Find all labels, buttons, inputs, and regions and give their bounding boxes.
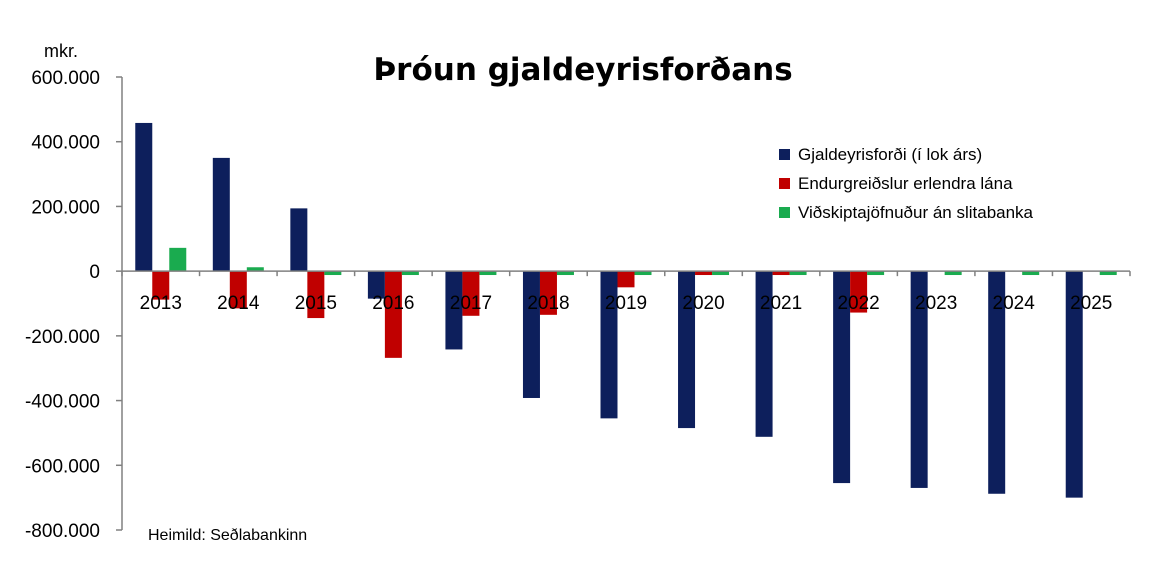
bar-series-3-2022: [867, 271, 885, 276]
x-axis-ticks: 2013 2014 2015 2016 2017 2018 2019 2020 2021 2022…: [121, 271, 1131, 314]
bar-series-3-2018: [556, 271, 574, 276]
bar-series-2-2022: [850, 271, 868, 313]
x-tick-label: 2018: [527, 293, 569, 314]
x-tick-label: 2021: [760, 293, 802, 314]
bar-series-1-2020: [678, 271, 696, 429]
y-tick-label: 200.000: [31, 197, 100, 218]
y-axis-unit: mkr.: [44, 41, 78, 61]
legend-label-1: Gjaldeyrisforði (í lok árs): [798, 145, 982, 164]
x-tick-label: 2016: [372, 293, 414, 314]
x-tick-label: 2023: [915, 293, 957, 314]
bar-series-3-2016: [401, 271, 419, 276]
y-tick-label: 600.000: [31, 68, 100, 89]
bar-series-3-2021: [789, 271, 807, 276]
bar-series-1-2014: [212, 157, 230, 272]
bar-series-1-2013: [135, 122, 153, 272]
bar-series-3-2014: [246, 267, 264, 272]
bar-series-1-2022: [833, 271, 851, 484]
bars: [135, 122, 1117, 498]
source-note: Heimild: Seðlabankinn: [148, 527, 307, 544]
chart-title: Þróun gjaldeyrisforðans: [373, 52, 792, 88]
bar-series-2-2016: [384, 271, 402, 358]
bar-series-1-2015: [290, 208, 308, 272]
bar-series-2-2017: [462, 271, 480, 316]
x-tick-label: 2022: [837, 293, 879, 314]
legend-swatch-1: [779, 149, 790, 160]
bar-series-2-2018: [539, 271, 557, 315]
bar-series-3-2020: [712, 271, 730, 276]
bar-series-1-2017: [445, 271, 463, 350]
x-tick-label: 2025: [1070, 293, 1112, 314]
bar-series-1-2019: [600, 271, 618, 419]
bar-series-3-2023: [944, 271, 962, 276]
legend: Gjaldeyrisforði (í lok árs) Endurgreiðslu…: [779, 145, 1034, 222]
bar-series-3-2017: [479, 271, 497, 276]
bar-series-3-2019: [634, 271, 652, 276]
y-tick-label: -200.000: [25, 327, 100, 348]
bar-series-2-2014: [229, 271, 247, 309]
bar-series-1-2016: [367, 271, 385, 299]
x-tick-label: 2013: [140, 293, 182, 314]
y-axis-ticks: 600.000 400.000 200.000 0 -200.000 -400.000 -6…: [25, 68, 122, 542]
bar-series-2-2021: [772, 271, 790, 276]
y-tick-label: -600.000: [25, 456, 100, 477]
y-tick-label: 400.000: [31, 133, 100, 154]
bar-series-1-2023: [910, 271, 928, 488]
legend-swatch-3: [779, 207, 790, 218]
x-tick-label: 2014: [217, 293, 260, 314]
axes: [121, 77, 1130, 530]
bar-series-2-2015: [307, 271, 325, 319]
x-tick-label: 2020: [682, 293, 724, 314]
bar-series-3-2013: [169, 247, 187, 272]
bar-series-1-2025: [1065, 271, 1083, 498]
bar-series-2-2019: [617, 271, 635, 288]
bar-series-3-2025: [1099, 271, 1117, 276]
legend-label-3: Viðskiptajöfnuður án slitabanka: [798, 203, 1034, 222]
bar-series-2-2020: [695, 271, 713, 276]
legend-label-2: Endurgreiðslur erlendra lána: [798, 174, 1013, 193]
bar-series-2-2013: [152, 271, 170, 300]
bar-series-1-2021: [755, 271, 773, 437]
bar-series-1-2024: [988, 271, 1006, 494]
y-tick-label: -400.000: [25, 392, 100, 413]
bar-series-3-2015: [324, 271, 342, 276]
x-tick-label: 2017: [450, 293, 492, 314]
x-tick-label: 2024: [993, 293, 1036, 314]
bar-series-1-2018: [522, 271, 540, 398]
x-tick-label: 2019: [605, 293, 647, 314]
x-tick-label: 2015: [295, 293, 337, 314]
bar-series-3-2024: [1022, 271, 1040, 276]
y-tick-label: 0: [89, 262, 100, 283]
y-tick-label: -800.000: [25, 521, 100, 542]
legend-swatch-2: [779, 178, 790, 189]
